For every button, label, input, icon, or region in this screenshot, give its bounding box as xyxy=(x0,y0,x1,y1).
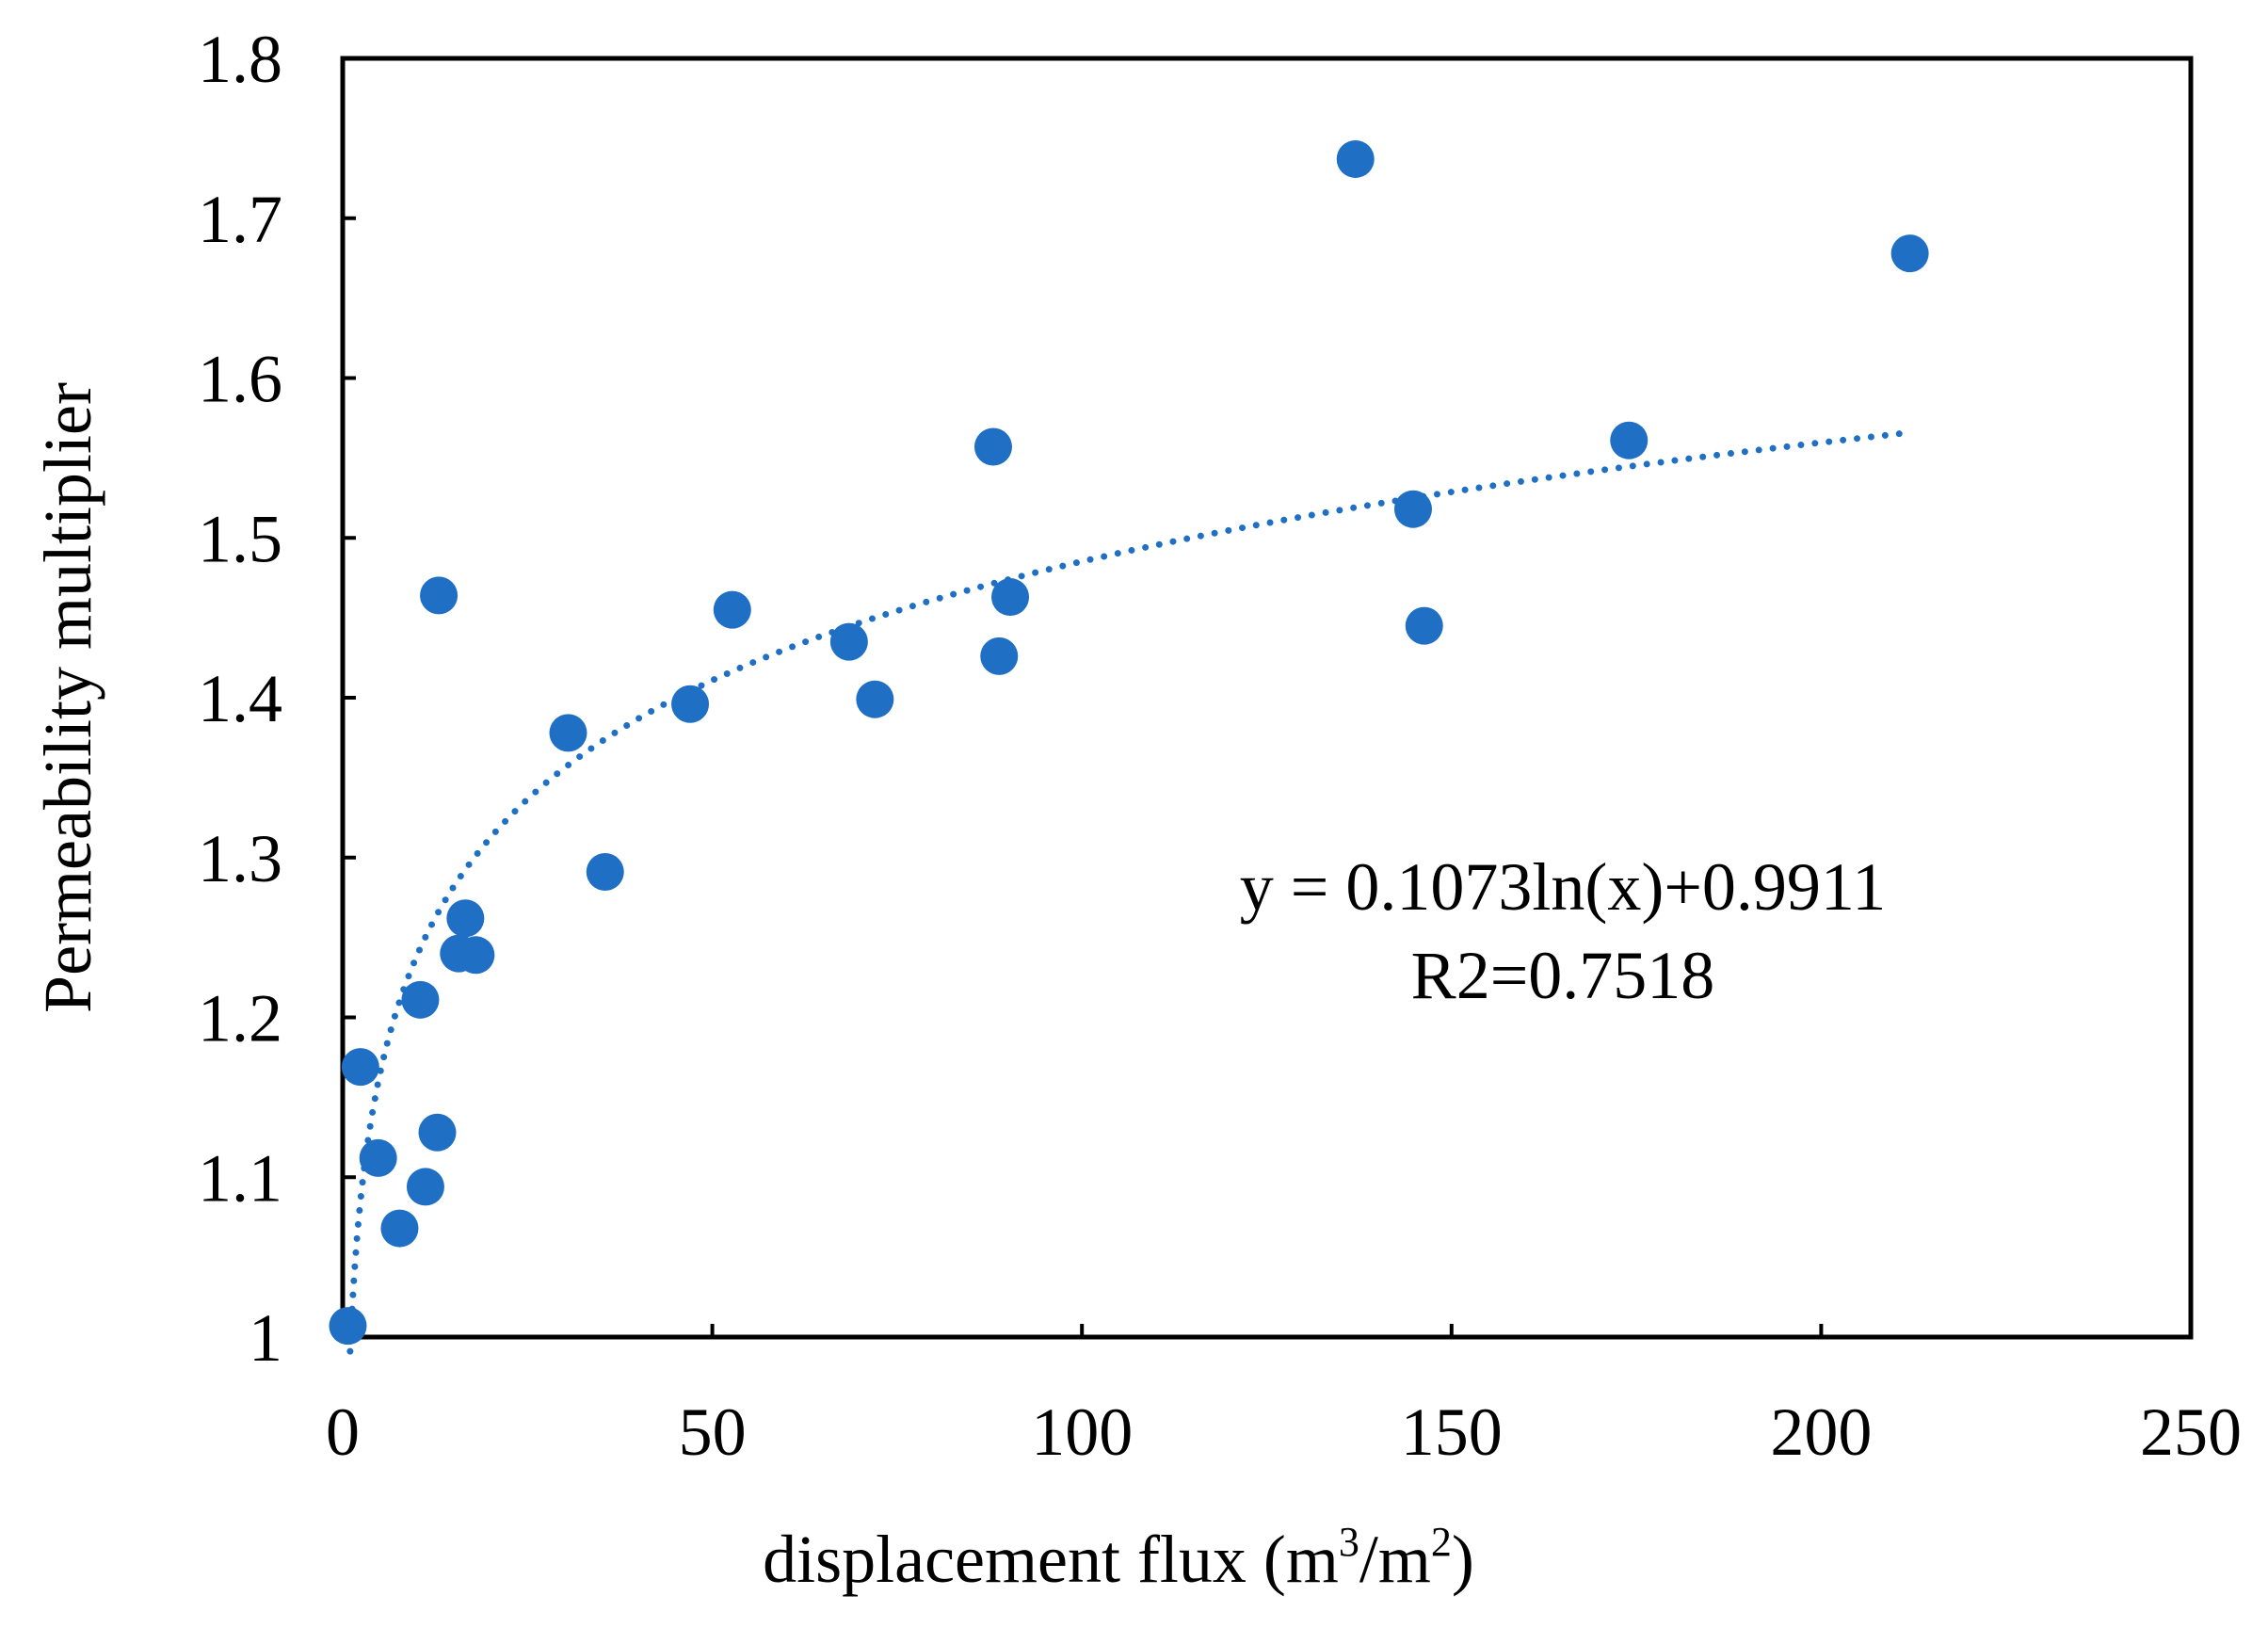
data-point xyxy=(418,1113,457,1152)
data-point xyxy=(380,1209,419,1248)
data-point xyxy=(359,1138,397,1177)
x-tick-label: 250 xyxy=(2140,1394,2242,1470)
y-tick-label: 1.4 xyxy=(198,661,282,736)
data-point xyxy=(980,637,1019,675)
r2-annotation: R2=0.7518 xyxy=(1411,938,1715,1013)
y-tick-label: 1.5 xyxy=(198,501,282,576)
data-point xyxy=(446,899,485,938)
data-point xyxy=(406,1168,444,1206)
data-point xyxy=(329,1307,367,1346)
data-point xyxy=(586,853,624,892)
y-axis-ticks: 1 1.1 1.2 1.3 1.4 1.5 1.6 1.7 1.8 xyxy=(198,22,356,1376)
x-axis-title: displacement flux (m3/m2) xyxy=(763,1519,1474,1597)
y-tick-label: 1.1 xyxy=(198,1140,282,1216)
data-point xyxy=(671,685,710,723)
x-tick-label: 100 xyxy=(1031,1394,1133,1470)
data-point xyxy=(991,578,1030,617)
data-point xyxy=(1336,139,1375,178)
x-tick-label: 150 xyxy=(1401,1394,1503,1470)
y-tick-label: 1 xyxy=(249,1300,282,1376)
x-axis-ticks: 0 50 100 150 200 250 xyxy=(326,1324,2242,1470)
x-tick-label: 200 xyxy=(1770,1394,1872,1470)
data-point xyxy=(341,1048,379,1087)
y-tick-label: 1.3 xyxy=(198,821,282,896)
x-tick-label: 0 xyxy=(326,1394,360,1470)
y-axis-title: Permeability multiplier xyxy=(30,382,105,1013)
data-point xyxy=(401,980,440,1019)
y-tick-label: 1.7 xyxy=(198,182,282,257)
y-tick-label: 1.8 xyxy=(198,22,282,97)
data-point xyxy=(457,936,495,975)
data-point xyxy=(856,680,894,718)
y-tick-label: 1.2 xyxy=(198,981,282,1056)
data-points xyxy=(329,139,1929,1346)
data-point xyxy=(420,576,458,615)
data-point xyxy=(549,714,587,752)
equation-annotation: y = 0.1073ln(x)+0.9911 xyxy=(1240,849,1887,925)
x-tick-label: 50 xyxy=(679,1394,747,1470)
log-trendline xyxy=(346,428,1914,1355)
data-point xyxy=(1890,234,1929,273)
data-point xyxy=(1610,421,1649,459)
data-point xyxy=(829,622,868,661)
data-point xyxy=(1405,606,1443,645)
data-point xyxy=(1393,490,1432,528)
y-tick-label: 1.6 xyxy=(198,342,282,417)
data-point xyxy=(973,427,1012,466)
data-point xyxy=(713,590,751,629)
